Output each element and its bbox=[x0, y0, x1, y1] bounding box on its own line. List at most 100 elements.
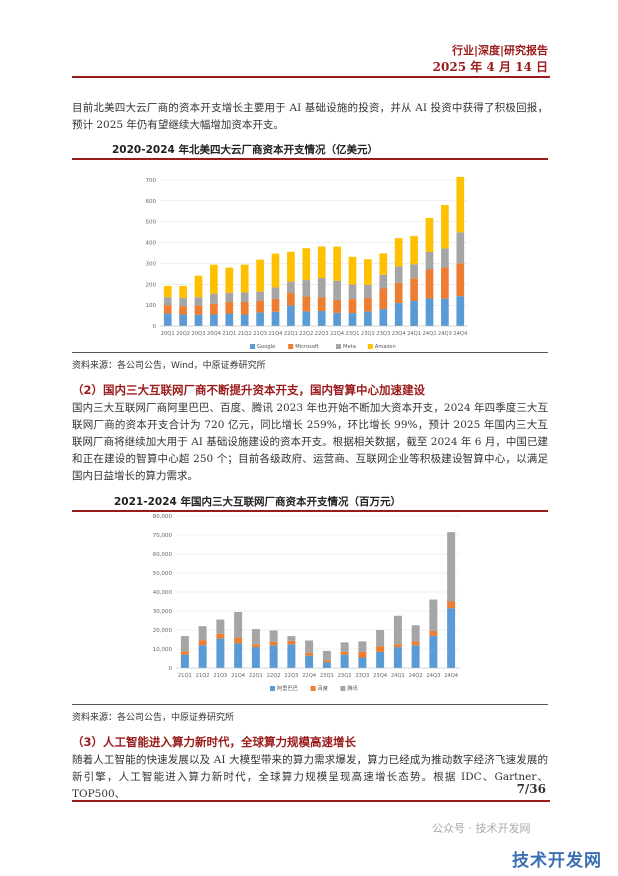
bar-segment bbox=[340, 654, 349, 668]
y-tick-label: 400 bbox=[146, 241, 157, 247]
x-tick-label: 23Q1 bbox=[320, 673, 334, 679]
bar-segment bbox=[163, 297, 172, 306]
y-tick-label: 500 bbox=[146, 220, 157, 226]
legend-swatch bbox=[340, 686, 346, 691]
bar-segment bbox=[456, 263, 465, 297]
bar-segment bbox=[287, 636, 296, 641]
bar-segment bbox=[340, 642, 349, 652]
intro-paragraph: 目前北美四大云厂商的资本开支增长主要用于 AI 基础设施的投资，并从 AI 投资… bbox=[72, 102, 548, 131]
legend-label: 腾讯 bbox=[347, 684, 358, 692]
y-tick-label: 20,000 bbox=[153, 628, 173, 634]
bar-segment bbox=[411, 645, 420, 668]
bar-segment bbox=[225, 292, 234, 303]
bar-segment bbox=[271, 311, 280, 326]
legend-swatch bbox=[288, 344, 294, 349]
bar-segment bbox=[410, 278, 418, 301]
watermark-text: 公众号 · 技术开发网 bbox=[432, 822, 531, 835]
legend-swatch bbox=[367, 344, 373, 349]
chart2-bottom-rule bbox=[72, 704, 548, 705]
bar-segment bbox=[364, 259, 372, 285]
bar-segment bbox=[333, 299, 341, 313]
bar-segment bbox=[256, 259, 264, 292]
chart2-title: 2021-2024 年国内三大互联网厂商资本开支情况（百万元） bbox=[114, 496, 401, 508]
x-tick-label: 23Q2 bbox=[338, 673, 352, 679]
bar-segment bbox=[240, 264, 249, 293]
bar-segment bbox=[348, 284, 357, 300]
page-number: 7/36 bbox=[516, 782, 546, 796]
legend-label: 阿里巴巴 bbox=[277, 684, 298, 692]
x-tick-label: 24Q4 bbox=[453, 331, 468, 337]
bar-segment bbox=[302, 311, 311, 326]
x-tick-label: 24Q4 bbox=[444, 673, 459, 679]
bar-segment bbox=[358, 651, 367, 658]
x-tick-label: 24Q2 bbox=[423, 331, 437, 337]
bar-segment bbox=[447, 601, 456, 609]
y-tick-label: 200 bbox=[146, 282, 157, 288]
bar-segment bbox=[429, 599, 438, 631]
bar-segment bbox=[287, 640, 296, 645]
x-tick-label: 23Q4 bbox=[373, 673, 388, 679]
x-tick-label: 23Q4 bbox=[392, 331, 407, 337]
bar-segment bbox=[179, 314, 187, 326]
legend-label: Microsoft bbox=[295, 344, 319, 350]
bar-segment bbox=[194, 275, 203, 298]
x-tick-label: 21Q3 bbox=[253, 331, 267, 337]
y-tick-label: 70,000 bbox=[153, 533, 173, 539]
bar-segment bbox=[447, 532, 456, 602]
bar-segment bbox=[425, 298, 434, 326]
legend-swatch bbox=[336, 344, 341, 349]
bar-segment bbox=[210, 264, 218, 294]
bar-segment bbox=[441, 267, 449, 299]
x-tick-label: 21Q1 bbox=[178, 673, 192, 679]
bar-segment bbox=[333, 246, 341, 281]
y-tick-label: 0 bbox=[153, 324, 157, 330]
chart2-title-rule bbox=[72, 510, 548, 512]
section2-paragraph: 国内三大互联网厂商阿里巴巴、百度、腾讯 2023 年也开始不断加大资本开支，20… bbox=[72, 402, 548, 482]
report-type: 行业|深度|研究报告 bbox=[451, 44, 548, 57]
x-tick-label: 22Q2 bbox=[267, 673, 281, 679]
footer-divider bbox=[72, 800, 550, 802]
bar-segment bbox=[225, 302, 234, 314]
bar-segment bbox=[364, 298, 372, 312]
y-tick-label: 600 bbox=[146, 199, 157, 205]
bar-segment bbox=[425, 217, 434, 252]
y-tick-label: 700 bbox=[146, 178, 157, 184]
x-tick-label: 21Q4 bbox=[231, 673, 246, 679]
x-tick-label: 22Q3 bbox=[315, 331, 329, 337]
x-tick-label: 22Q1 bbox=[249, 673, 263, 679]
x-tick-label: 22Q4 bbox=[302, 673, 317, 679]
bar-segment bbox=[210, 303, 218, 315]
bar-segment bbox=[240, 302, 249, 315]
bar-segment bbox=[251, 647, 260, 668]
bar-segment bbox=[410, 264, 418, 279]
bar-segment bbox=[364, 284, 372, 299]
y-tick-label: 0 bbox=[169, 666, 173, 672]
x-tick-label: 21Q3 bbox=[213, 673, 227, 679]
legend-swatch bbox=[310, 686, 316, 691]
bar-segment bbox=[287, 305, 295, 326]
x-tick-label: 23Q2 bbox=[361, 331, 375, 337]
bar-segment bbox=[429, 635, 438, 668]
bar-segment bbox=[302, 296, 311, 312]
legend-label: Meta bbox=[343, 344, 356, 350]
bar-segment bbox=[198, 640, 207, 646]
legend-label: Amazon bbox=[375, 344, 396, 350]
legend-swatch bbox=[250, 344, 255, 349]
x-tick-label: 20Q2 bbox=[176, 331, 190, 337]
bar-segment bbox=[234, 637, 243, 644]
section2-heading: （2）国内三大互联网厂商不断提升资本开支，国内智算中心加速建设 bbox=[72, 383, 425, 397]
bar-segment bbox=[379, 253, 388, 275]
bar-segment bbox=[410, 300, 418, 326]
x-tick-label: 24Q3 bbox=[426, 673, 440, 679]
bar-segment bbox=[456, 296, 465, 326]
bar-segment bbox=[379, 288, 388, 310]
bar-segment bbox=[180, 654, 189, 668]
bar-segment bbox=[425, 251, 434, 270]
chart1-source: 资料来源：各公司公告，Wind，中原证券研究所 bbox=[72, 361, 266, 371]
bar-segment bbox=[393, 615, 402, 645]
bar-segment bbox=[394, 266, 403, 283]
bar-segment bbox=[269, 645, 278, 668]
y-tick-label: 300 bbox=[146, 261, 157, 267]
bar-segment bbox=[376, 646, 385, 652]
x-tick-label: 21Q2 bbox=[238, 331, 252, 337]
